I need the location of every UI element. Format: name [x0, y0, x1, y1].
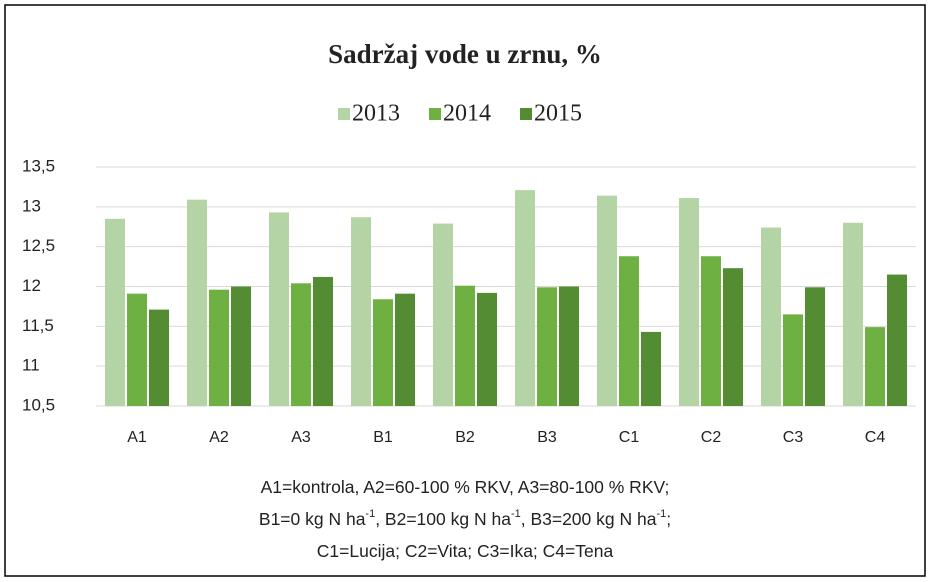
bar	[455, 285, 475, 406]
bar	[209, 289, 229, 406]
bar	[515, 190, 535, 406]
x-tick-label: A2	[209, 429, 229, 446]
bar	[395, 293, 415, 406]
y-tick-label: 10,5	[22, 395, 55, 414]
chart-title: Sadržaj vode u zrnu, %	[328, 39, 602, 69]
bar	[291, 283, 311, 406]
caption-text: B1=0 kg N ha	[259, 509, 366, 529]
caption-superscript: -1	[365, 508, 375, 520]
bar	[641, 331, 661, 406]
caption-text: ;	[666, 509, 671, 529]
legend-swatch	[338, 108, 350, 120]
bar	[761, 227, 781, 406]
x-tick-label: C3	[783, 429, 804, 446]
y-tick-label: 13	[22, 196, 41, 215]
bar	[783, 314, 803, 406]
x-tick-label: B1	[373, 429, 393, 446]
bar	[269, 212, 289, 406]
caption-superscript: -1	[656, 508, 666, 520]
x-tick-label: C4	[865, 429, 886, 446]
caption-line: B1=0 kg N ha-1, B2=100 kg N ha-1, B3=200…	[259, 508, 671, 529]
bar	[313, 276, 333, 406]
bar	[477, 292, 497, 406]
legend-label: 2013	[352, 101, 400, 127]
y-tick-label: 12	[22, 276, 41, 295]
bar	[537, 287, 557, 406]
x-tick-label: C2	[701, 429, 722, 446]
bar	[127, 293, 147, 406]
bar	[723, 268, 743, 406]
bar	[231, 286, 251, 406]
legend-label: 2014	[443, 101, 491, 127]
caption-line: C1=Lucija; C2=Vita; C3=Ika; C4=Tena	[317, 541, 614, 561]
bar	[619, 256, 639, 406]
bar	[373, 299, 393, 406]
bar	[105, 218, 125, 406]
y-tick-label: 12,5	[22, 236, 55, 255]
x-tick-label: A1	[127, 429, 147, 446]
x-tick-label: C1	[619, 429, 640, 446]
bar	[597, 195, 617, 406]
caption-text: C1=Lucija; C2=Vita; C3=Ika; C4=Tena	[317, 541, 614, 561]
bar	[679, 198, 699, 406]
bar	[433, 223, 453, 406]
y-tick-label: 11	[22, 356, 40, 375]
bar	[887, 274, 907, 406]
y-tick-label: 11,5	[22, 316, 54, 335]
caption-line: A1=kontrola, A2=60-100 % RKV, A3=80-100 …	[261, 477, 670, 497]
bar	[351, 217, 371, 406]
y-tick-label: 13,5	[22, 156, 55, 175]
bar	[805, 287, 825, 406]
legend-label: 2015	[534, 101, 582, 127]
bar	[701, 256, 721, 406]
bar	[187, 199, 207, 406]
x-tick-label: B3	[537, 429, 557, 446]
legend-swatch	[429, 108, 441, 120]
bar	[149, 309, 169, 406]
caption-text: , B3=200 kg N ha	[521, 509, 657, 529]
caption-text: , B2=100 kg N ha	[375, 509, 511, 529]
x-tick-label: A3	[291, 429, 311, 446]
caption-superscript: -1	[511, 508, 521, 520]
bar	[843, 222, 863, 406]
caption-text: A1=kontrola, A2=60-100 % RKV, A3=80-100 …	[261, 477, 670, 497]
legend-swatch	[520, 108, 532, 120]
bar	[865, 327, 885, 406]
bar	[559, 286, 579, 406]
x-tick-label: B2	[455, 429, 475, 446]
